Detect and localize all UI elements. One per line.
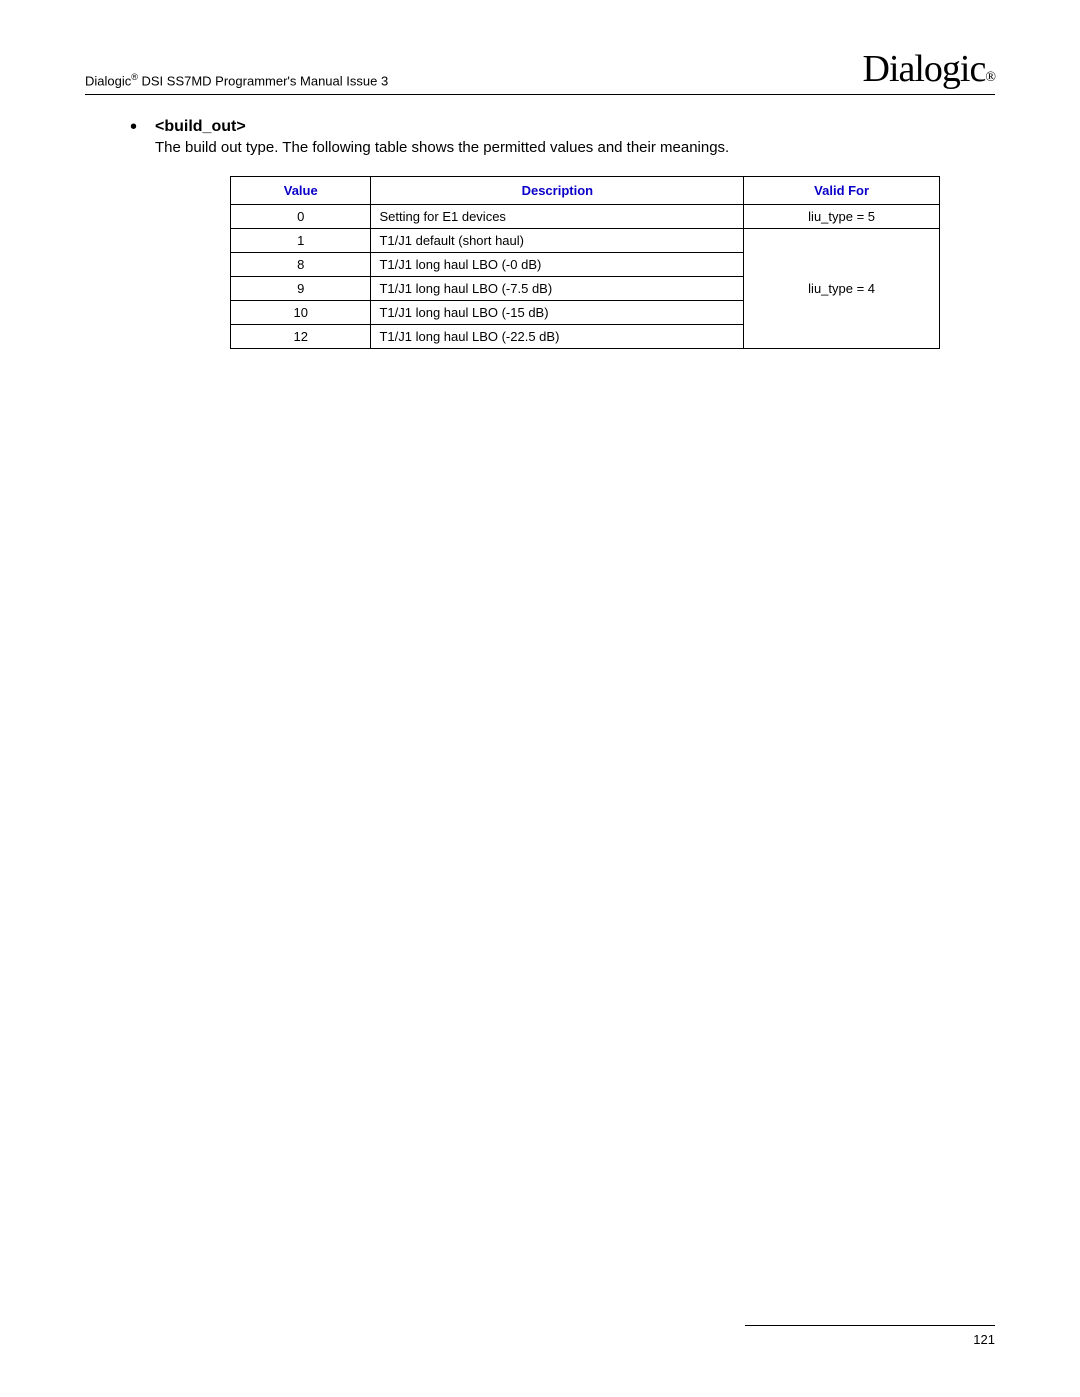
page-number: 121 [745,1332,995,1347]
cell-value: 0 [231,205,371,229]
dialogic-logo: Dialogic® [863,50,996,88]
footer-rule [745,1325,995,1326]
table-body: 0Setting for E1 devicesliu_type = 51T1/J… [231,205,940,349]
page-header: Dialogic® DSI SS7MD Programmer's Manual … [85,50,995,95]
content-area: • <build_out> The build out type. The fo… [130,115,960,349]
cell-valid-for: liu_type = 4 [744,229,940,349]
cell-description: T1/J1 long haul LBO (-0 dB) [371,253,744,277]
cell-value: 12 [231,325,371,349]
bullet-row: • <build_out> [130,115,960,136]
logo-text: Dialogic [863,48,986,90]
doc-title-prefix: Dialogic [85,73,131,88]
cell-value: 8 [231,253,371,277]
cell-valid-for: liu_type = 5 [744,205,940,229]
bullet-icon: • [130,117,155,137]
page-footer: 121 [745,1325,995,1347]
build-out-table: Value Description Valid For 0Setting for… [230,176,940,349]
doc-title-suffix: DSI SS7MD Programmer's Manual Issue 3 [138,73,388,88]
cell-description: Setting for E1 devices [371,205,744,229]
col-value: Value [231,177,371,205]
logo-registered-mark: ® [985,70,995,85]
section-body: The build out type. The following table … [155,138,960,158]
table-header-row: Value Description Valid For [231,177,940,205]
table-row: 0Setting for E1 devicesliu_type = 5 [231,205,940,229]
table-wrapper: Value Description Valid For 0Setting for… [230,176,940,349]
table-row: 1T1/J1 default (short haul)liu_type = 4 [231,229,940,253]
cell-description: T1/J1 long haul LBO (-15 dB) [371,301,744,325]
cell-value: 1 [231,229,371,253]
registered-mark: ® [131,72,138,82]
col-valid-for: Valid For [744,177,940,205]
cell-description: T1/J1 default (short haul) [371,229,744,253]
cell-description: T1/J1 long haul LBO (-22.5 dB) [371,325,744,349]
cell-value: 9 [231,277,371,301]
cell-value: 10 [231,301,371,325]
col-description: Description [371,177,744,205]
page: Dialogic® DSI SS7MD Programmer's Manual … [0,0,1080,1397]
section-heading: <build_out> [155,118,246,136]
doc-title: Dialogic® DSI SS7MD Programmer's Manual … [85,72,388,88]
cell-description: T1/J1 long haul LBO (-7.5 dB) [371,277,744,301]
